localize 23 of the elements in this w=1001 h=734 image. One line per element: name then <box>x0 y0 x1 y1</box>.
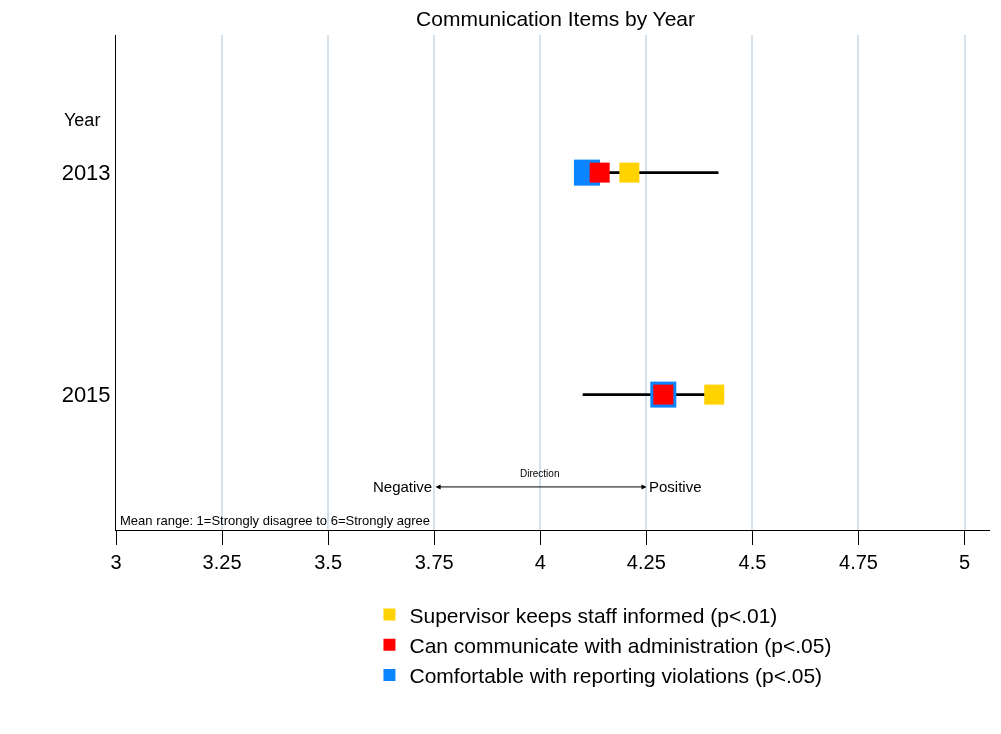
annotation: Negative <box>373 478 433 495</box>
point <box>619 162 640 183</box>
annotation: Direction <box>520 468 560 479</box>
point <box>704 384 725 405</box>
x-tick-label: 4.75 <box>839 551 878 573</box>
x-tick-label: 3.75 <box>414 551 454 573</box>
point <box>589 162 610 183</box>
x-tick-label: 5 <box>958 551 971 573</box>
x-tick-label: 3 <box>110 551 122 573</box>
x-tick-label: 3.25 <box>202 551 242 573</box>
legend-label: Supervisor keeps staff informed (p<.01) <box>409 603 778 627</box>
x-tick-label: 4.25 <box>626 551 666 573</box>
x-tick-label: 4 <box>534 551 546 573</box>
x-tick-label: 3.5 <box>314 551 343 573</box>
legend-label: Can communicate with administration (p<.05) <box>409 633 832 657</box>
annotation: Mean range: 1=Strongly disagree to 6=Strongly agree <box>120 513 431 528</box>
y-axis-title: Year <box>64 110 101 130</box>
chart-title: Communication Items by Year <box>416 6 696 30</box>
legend-label: Comfortable with reporting violations (p<.05) <box>409 664 823 688</box>
annotation: Positive <box>649 478 702 495</box>
x-tick-label: 4.5 <box>738 551 767 573</box>
y-tick-label: 2013 <box>61 160 111 186</box>
y-tick-label: 2015 <box>61 382 111 408</box>
